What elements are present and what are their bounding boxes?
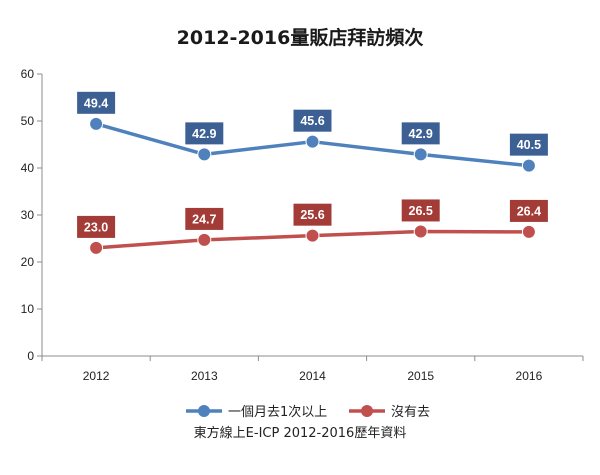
y-tick-label: 0 (27, 349, 34, 363)
data-point (197, 147, 212, 162)
y-tick-label: 60 (21, 67, 35, 81)
data-label: 26.4 (517, 204, 541, 218)
data-label: 45.6 (300, 114, 324, 128)
data-point (197, 232, 212, 247)
source-note: 東方線上E-ICP 2012-2016歷年資料 (194, 425, 407, 441)
y-tick-label: 30 (21, 208, 35, 222)
data-label: 23.0 (84, 220, 108, 234)
data-label-box (293, 109, 332, 132)
data-label: 42.9 (192, 127, 216, 141)
x-tick-label: 2016 (516, 369, 543, 383)
data-labels: 49.4 42.9 45.6 42.9 40.5 23.0 24.7 25.6 26.5 26.4 (77, 91, 548, 238)
data-label-box (77, 215, 116, 238)
data-point (521, 158, 536, 173)
data-label: 26.5 (409, 204, 433, 218)
x-tick-label: 2013 (191, 369, 218, 383)
data-point (521, 224, 536, 239)
data-label-box (293, 203, 332, 226)
legend-label: 一個月去1次以上 (228, 404, 327, 420)
series-layer (89, 116, 536, 255)
y-tick-label: 40 (21, 161, 35, 175)
data-point (413, 147, 428, 162)
axes: 0 10 20 30 40 50 60 2012 2013 2014 2015 2016 (21, 67, 584, 383)
x-tick-label: 2014 (299, 369, 326, 383)
legend: 一個月去1次以上 沒有去 (186, 404, 430, 420)
x-tick-label: 2015 (407, 369, 434, 383)
data-label-box (185, 207, 224, 230)
data-point (305, 228, 320, 243)
y-tick-label: 20 (21, 255, 35, 269)
data-label-box (401, 199, 440, 222)
legend-marker (198, 405, 210, 417)
data-point (89, 116, 104, 131)
data-label-box (509, 133, 548, 156)
data-label: 49.4 (84, 96, 108, 110)
legend-marker (361, 405, 373, 417)
data-label-box (401, 122, 440, 145)
y-tick-label: 50 (21, 114, 35, 128)
legend-label: 沒有去 (391, 405, 430, 420)
x-tick-label: 2012 (83, 369, 110, 383)
data-label: 42.9 (409, 127, 433, 141)
data-label-box (185, 122, 224, 145)
data-label-box (77, 91, 116, 114)
data-label-box (509, 199, 548, 222)
y-tick-label: 10 (21, 302, 35, 316)
data-label: 40.5 (517, 138, 541, 152)
data-point (89, 240, 104, 255)
data-label: 25.6 (300, 208, 324, 222)
data-point (413, 224, 428, 239)
data-label: 24.7 (192, 212, 216, 226)
data-point (305, 134, 320, 149)
chart-title: 2012-2016量販店拜訪頻次 (177, 26, 424, 49)
